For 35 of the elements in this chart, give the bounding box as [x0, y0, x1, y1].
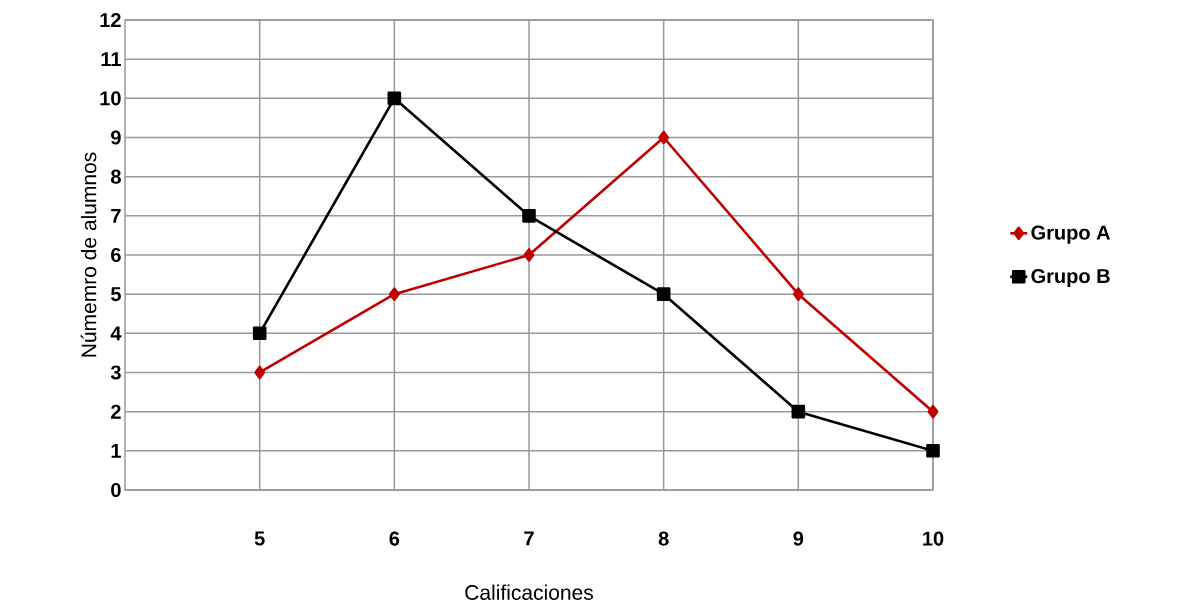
point [926, 444, 940, 458]
point [791, 404, 806, 419]
y-axis-title: Númemro de alumnos [80, 152, 97, 357]
y-tick-label: 8 [110, 169, 121, 184]
y-tick-label: 4 [110, 326, 122, 341]
x-tick-label: 8 [658, 531, 669, 546]
y-tick-label: 1 [111, 443, 121, 458]
point [927, 404, 939, 419]
y-tick-label: 3 [110, 365, 121, 380]
y-tick-label: 11 [101, 52, 121, 67]
y-tick-label: 2 [111, 404, 121, 419]
y-tick-label: 7 [111, 208, 121, 223]
y-tick-label: 12 [100, 13, 121, 27]
point [656, 287, 671, 301]
x-tick-label: 5 [254, 531, 265, 546]
x-axis-title: Calificaciones [465, 584, 593, 600]
point [388, 287, 400, 301]
x-tick-label: 6 [389, 531, 400, 546]
y-tick-label: 0 [111, 482, 121, 498]
x-tick-label: 9 [793, 531, 804, 546]
x-tick-label: 7 [524, 531, 534, 546]
point [523, 248, 535, 262]
y-tick-label: 6 [111, 247, 121, 263]
point [792, 287, 804, 301]
point [522, 209, 536, 223]
point [387, 91, 402, 106]
y-tick-label: 5 [110, 287, 121, 302]
point [254, 365, 266, 380]
legend-label: Grupo A [1031, 225, 1111, 244]
y-tick-label: 10 [100, 91, 121, 106]
point [252, 326, 267, 341]
x-tick-label: 10 [923, 531, 944, 546]
legend-label: Grupo B [1031, 269, 1110, 288]
y-tick-label: 9 [111, 130, 121, 145]
point [658, 130, 670, 145]
